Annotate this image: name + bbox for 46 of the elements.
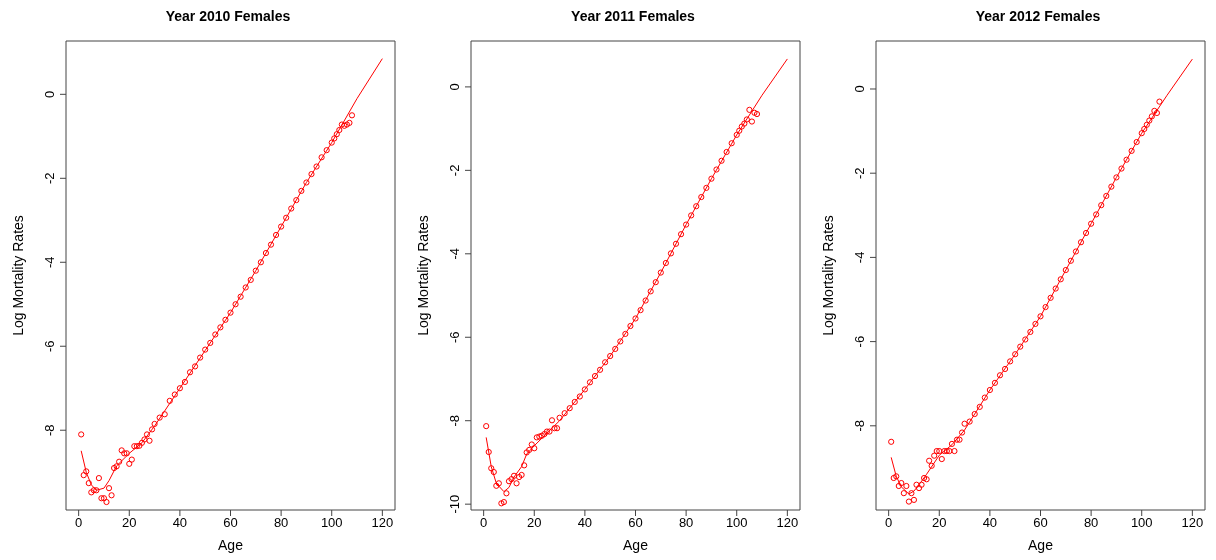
x-tick-label: 0: [480, 515, 488, 531]
y-axis-title: Log Mortality Rates: [9, 215, 26, 336]
y-tick-label: -4: [447, 248, 462, 260]
x-tick-label: 0: [75, 515, 83, 531]
x-axis-title: Age: [1028, 537, 1054, 553]
y-tick-label: 0: [42, 90, 57, 98]
y-tick-label: -8: [852, 420, 867, 432]
y-tick-label: -10: [447, 494, 462, 514]
x-tick-label: 40: [577, 515, 593, 531]
chart-title: Year 2010 Females: [164, 8, 292, 26]
x-tick-label: 120: [1181, 515, 1204, 531]
x-tick-label: 60: [628, 515, 643, 531]
x-tick-label: 0: [885, 515, 893, 531]
y-tick-label: -6: [852, 335, 867, 348]
y-tick-label: 0: [447, 83, 462, 91]
y-tick-label: -2: [852, 167, 867, 179]
y-axis-title: Log Mortality Rates: [819, 215, 836, 336]
x-axis-title: Age: [218, 537, 244, 553]
x-tick-label: 80: [678, 515, 694, 531]
y-tick-label: -2: [447, 164, 462, 177]
y-tick-label: 0: [852, 85, 867, 93]
x-tick-label: 80: [1083, 515, 1099, 531]
y-tick-label: -6: [447, 331, 462, 344]
x-tick-label: 100: [1130, 515, 1153, 531]
x-tick-label: 20: [122, 515, 137, 531]
x-tick-label: 120: [371, 515, 394, 531]
x-axis-title: Age: [623, 537, 649, 553]
y-tick-label: -4: [42, 256, 57, 269]
x-tick-label: 60: [1033, 515, 1048, 531]
y-tick-label: -8: [447, 414, 462, 427]
y-tick-label: -4: [852, 251, 867, 264]
y-tick-label: -2: [42, 172, 57, 185]
x-tick-label: 40: [982, 515, 998, 531]
y-tick-label: -6: [42, 340, 57, 353]
x-tick-label: 80: [273, 515, 289, 531]
x-tick-label: 20: [527, 515, 542, 531]
x-tick-label: 20: [932, 515, 947, 531]
x-tick-label: 120: [776, 515, 799, 531]
y-tick-label: -8: [42, 424, 57, 437]
chart-title: Year 2011 Females: [570, 8, 696, 26]
chart-title: Year 2012 Females: [974, 8, 1102, 26]
x-tick-label: 60: [223, 515, 238, 531]
x-tick-label: 100: [320, 515, 343, 531]
x-tick-label: 100: [725, 515, 748, 531]
y-axis-title: Log Mortality Rates: [414, 215, 431, 336]
x-tick-label: 40: [172, 515, 188, 531]
